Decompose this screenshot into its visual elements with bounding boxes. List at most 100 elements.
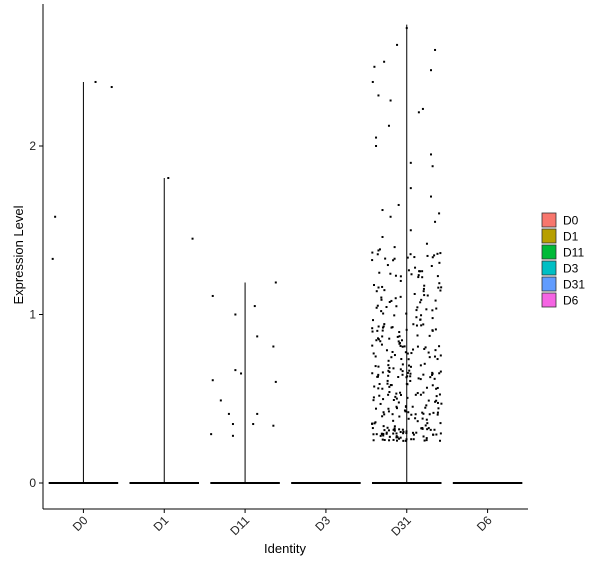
x-tick-label: D6 (474, 513, 495, 534)
data-point (421, 270, 424, 273)
x-tick-label: D3 (312, 513, 333, 534)
data-point (389, 272, 392, 275)
data-point (422, 435, 425, 438)
data-point (398, 342, 401, 345)
data-point (219, 399, 222, 402)
data-point (392, 259, 395, 262)
data-point (426, 422, 429, 425)
data-point (388, 370, 391, 373)
data-point (390, 299, 393, 302)
data-point (433, 377, 436, 380)
data-point (399, 430, 402, 433)
data-point (372, 399, 375, 402)
data-point (395, 435, 398, 438)
data-point (406, 371, 409, 374)
data-point (383, 60, 386, 63)
data-point (426, 254, 429, 257)
data-point (398, 331, 401, 334)
data-point (419, 364, 422, 367)
data-point (394, 274, 397, 277)
data-point (420, 427, 423, 430)
x-axis-title: Identity (264, 541, 306, 556)
data-point (383, 323, 386, 326)
data-point (391, 350, 394, 353)
data-point (389, 384, 392, 387)
data-point (436, 252, 439, 255)
y-tick-label: 1 (29, 308, 36, 322)
data-point (387, 124, 390, 127)
legend-label: D31 (563, 278, 585, 292)
data-point (414, 393, 417, 396)
data-point (409, 253, 412, 256)
data-point (387, 359, 390, 362)
data-point (428, 413, 431, 416)
data-point (399, 344, 402, 347)
data-point (423, 294, 426, 297)
x-tick-label: D1 (151, 513, 172, 534)
data-point (382, 411, 385, 414)
data-point (434, 48, 437, 51)
data-point (401, 363, 404, 366)
data-point (431, 371, 434, 374)
data-point (425, 437, 428, 440)
plot-area: 0 1 2 D0 D1 D11 D3 D31 D6 (29, 4, 528, 539)
data-point (407, 358, 410, 361)
data-point (421, 427, 424, 430)
data-point (393, 314, 396, 317)
x-ticks: D0 D1 D11 D3 D31 D6 (70, 509, 495, 539)
data-point (393, 427, 396, 430)
data-point (380, 296, 383, 299)
data-point (430, 69, 432, 72)
data-point (380, 298, 383, 301)
data-point (405, 328, 408, 331)
data-point (373, 284, 376, 287)
data-point (425, 242, 428, 245)
data-point (381, 335, 384, 338)
data-point (439, 370, 442, 373)
data-point (420, 324, 423, 327)
data-point (385, 306, 388, 309)
data-point (272, 424, 275, 427)
data-point (375, 339, 378, 342)
data-point (439, 422, 442, 425)
data-point (393, 425, 396, 428)
legend-label: D11 (563, 246, 584, 260)
data-point (377, 249, 380, 252)
data-point (405, 432, 408, 435)
data-point (382, 325, 385, 328)
legend-label: D3 (563, 262, 579, 276)
data-point (371, 427, 374, 430)
data-point (402, 430, 405, 433)
data-point (371, 259, 374, 262)
data-point (399, 436, 402, 439)
data-point (433, 254, 436, 257)
data-point (422, 412, 425, 415)
data-point (256, 335, 259, 338)
data-point (388, 391, 391, 394)
data-point (381, 329, 384, 332)
data-point (240, 372, 243, 375)
data-point (416, 392, 419, 395)
data-point (371, 330, 374, 333)
data-point (381, 371, 384, 374)
data-point (401, 345, 404, 348)
data-point (383, 429, 386, 432)
data-point (391, 326, 394, 329)
data-point (408, 364, 411, 367)
data-point (412, 433, 415, 436)
data-point (420, 314, 423, 317)
data-point (390, 356, 393, 359)
data-point (377, 387, 380, 390)
data-point (382, 434, 385, 437)
data-point (426, 428, 429, 431)
data-point (400, 339, 403, 342)
data-point (383, 439, 386, 442)
data-point (412, 323, 415, 326)
data-point (381, 438, 384, 441)
data-point (405, 438, 408, 441)
violins (48, 24, 523, 484)
data-point (382, 398, 385, 401)
data-point (210, 433, 213, 436)
data-point (423, 362, 426, 365)
